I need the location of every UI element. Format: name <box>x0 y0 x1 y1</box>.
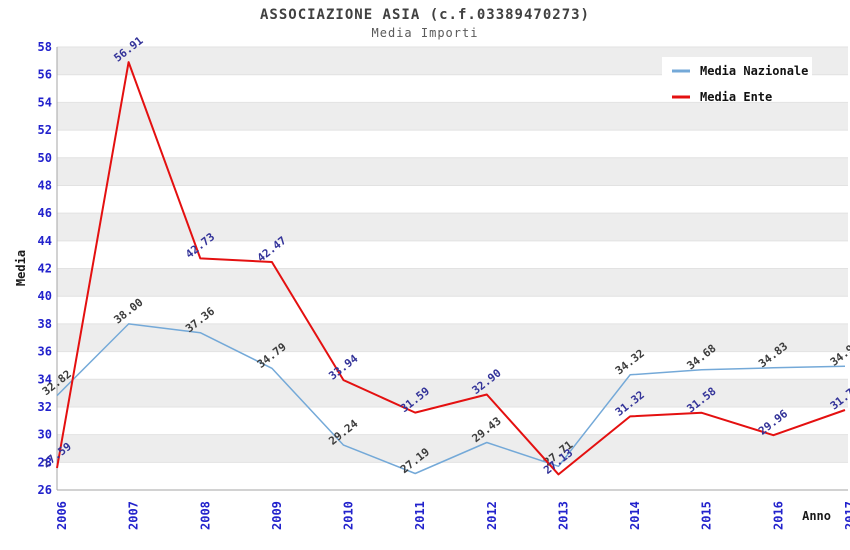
x-tick-label: 2010 <box>342 501 356 530</box>
y-tick-label: 54 <box>38 95 52 109</box>
x-tick-label: 2009 <box>270 501 284 530</box>
series-line-1 <box>56 61 846 476</box>
chart-title: ASSOCIAZIONE ASIA (c.f.03389470273) <box>259 7 590 23</box>
y-tick-label: 34 <box>38 372 52 386</box>
x-tick-label: 2017 <box>843 501 850 530</box>
point-label-1: 29.96 <box>756 407 790 438</box>
x-tick-label: 2014 <box>628 501 642 530</box>
x-tick-label: 2007 <box>127 501 141 530</box>
y-tick-label: 48 <box>38 178 52 192</box>
y-tick-label: 30 <box>38 428 52 442</box>
legend-label-0: Media Nazionale <box>700 64 808 78</box>
y-tick-label: 40 <box>38 289 52 303</box>
y-tick-label: 58 <box>38 40 52 54</box>
x-tick-label: 2008 <box>198 501 212 530</box>
y-tick-label: 28 <box>38 455 52 469</box>
point-label-1: 33.94 <box>326 352 360 383</box>
plot-band <box>57 323 848 352</box>
x-tick-label: 2015 <box>700 501 714 530</box>
series-line-0 <box>56 323 846 475</box>
y-tick-label: 36 <box>38 345 52 359</box>
y-tick-label: 56 <box>38 68 52 82</box>
plot-band <box>57 268 848 297</box>
x-axis-title: Anno <box>802 509 831 523</box>
y-tick-label: 32 <box>38 400 52 414</box>
y-tick-label: 26 <box>38 483 52 497</box>
chart-subtitle: Media Importi <box>371 26 479 40</box>
y-tick-label: 38 <box>38 317 52 331</box>
x-tick-label: 2016 <box>771 501 785 530</box>
y-tick-label: 50 <box>38 151 52 165</box>
x-tick-label: 2012 <box>485 501 499 530</box>
y-tick-label: 46 <box>38 206 52 220</box>
legend-label-1: Media Ente <box>700 90 772 104</box>
y-tick-label: 44 <box>38 234 52 248</box>
x-tick-label: 2006 <box>55 501 69 530</box>
y-tick-label: 42 <box>38 262 52 276</box>
plot-band <box>57 157 848 186</box>
y-axis-title: Media <box>14 250 28 286</box>
point-label-0: 38.00 <box>111 296 145 327</box>
plot-band <box>57 102 848 131</box>
plot-band <box>57 213 848 241</box>
x-tick-label: 2013 <box>556 501 570 530</box>
x-tick-label: 2011 <box>413 501 427 530</box>
y-tick-label: 52 <box>38 123 52 137</box>
